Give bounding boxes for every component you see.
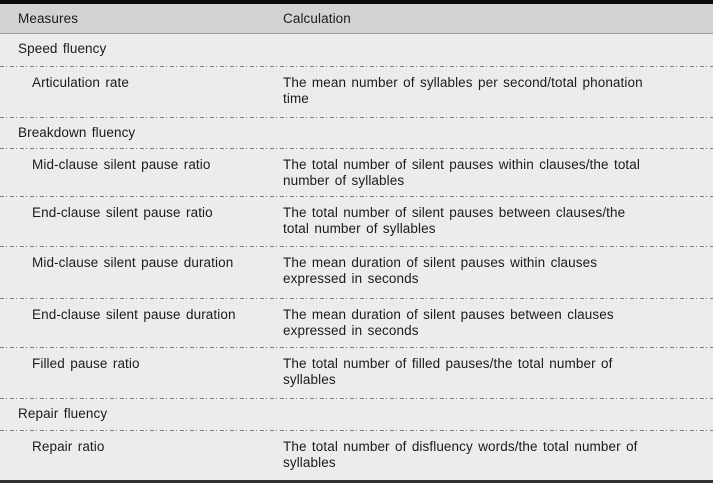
row-separator (0, 246, 713, 247)
calculation-line: expressed in seconds (283, 271, 419, 286)
calculation-line: The total number of silent pauses within… (283, 157, 640, 172)
column-header-measures: Measures (18, 11, 79, 26)
calculation-line: The total number of filled pauses/the to… (283, 356, 613, 371)
calculation-line: The total number of disfluency words/the… (283, 439, 638, 454)
measure-cell: End-clause silent pause duration (32, 307, 236, 322)
section-row-repair-fluency: Repair fluency (0, 399, 713, 430)
calculation-cell: The total number of filled pauses/the to… (283, 356, 713, 398)
table-row-mid-clause-silent-pause-ratio: Mid-clause silent pause ratio The total … (0, 149, 713, 196)
section-label: Speed fluency (18, 41, 107, 56)
column-header-calculation: Calculation (283, 11, 351, 26)
section-label: Repair fluency (18, 406, 108, 421)
calculation-cell: The total number of silent pauses within… (283, 157, 713, 196)
calculation-cell: The mean duration of silent pauses betwe… (283, 307, 713, 347)
section-row-breakdown-fluency: Breakdown fluency (0, 118, 713, 148)
calculation-line: time (283, 91, 309, 106)
table-row-end-clause-silent-pause-duration: End-clause silent pause duration The mea… (0, 299, 713, 347)
table-header-row: Measures Calculation (0, 4, 713, 34)
measure-cell: End-clause silent pause ratio (32, 205, 213, 220)
calculation-line: The mean duration of silent pauses betwe… (283, 307, 614, 322)
calculation-cell-empty (283, 406, 713, 430)
table-row-articulation-rate: Articulation rate The mean number of syl… (0, 67, 713, 117)
table-row-repair-ratio: Repair ratio The total number of disflue… (0, 431, 713, 480)
row-separator (0, 398, 713, 399)
calculation-cell-empty (283, 41, 713, 66)
measure-cell: Repair ratio (32, 439, 105, 454)
calculation-cell: The total number of silent pauses betwee… (283, 205, 713, 246)
calculation-line: The mean number of syllables per second/… (283, 75, 643, 90)
calculation-line: The total number of silent pauses betwee… (283, 205, 626, 220)
row-separator (0, 66, 713, 67)
calculation-cell-empty (283, 125, 713, 148)
row-separator (0, 117, 713, 118)
calculation-line: syllables (283, 372, 336, 387)
calculation-cell: The mean duration of silent pauses withi… (283, 255, 713, 298)
row-separator (0, 430, 713, 431)
measure-cell: Filled pause ratio (32, 356, 140, 371)
calculation-line: The mean duration of silent pauses withi… (283, 255, 598, 270)
calculation-line: number of syllables (283, 173, 405, 188)
section-row-speed-fluency: Speed fluency (0, 34, 713, 66)
measure-cell: Articulation rate (32, 75, 129, 90)
row-separator (0, 196, 713, 197)
table-row-filled-pause-ratio: Filled pause ratio The total number of f… (0, 348, 713, 398)
table-row-mid-clause-silent-pause-duration: Mid-clause silent pause duration The mea… (0, 247, 713, 298)
table-row-end-clause-silent-pause-ratio: End-clause silent pause ratio The total … (0, 197, 713, 246)
calculation-line: expressed in seconds (283, 323, 419, 338)
row-separator (0, 347, 713, 348)
calculation-line: total number of syllables (283, 221, 436, 236)
calculation-cell: The total number of disfluency words/the… (283, 439, 713, 480)
row-separator (0, 148, 713, 149)
measure-cell: Mid-clause silent pause ratio (32, 157, 211, 172)
calculation-line: syllables (283, 455, 336, 470)
calculation-cell: The mean number of syllables per second/… (283, 75, 713, 117)
section-label: Breakdown fluency (18, 125, 136, 140)
row-separator (0, 298, 713, 299)
measure-cell: Mid-clause silent pause duration (32, 255, 234, 270)
